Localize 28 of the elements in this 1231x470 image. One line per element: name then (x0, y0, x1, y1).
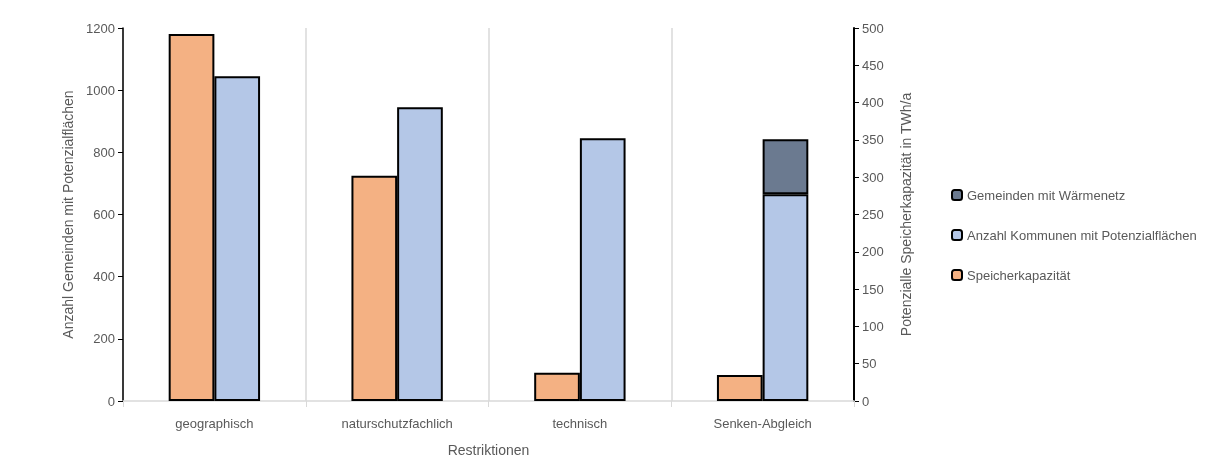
y2-tick-label: 150 (862, 281, 884, 297)
y-tick-label: 600 (93, 207, 115, 222)
y2-tick-label: 500 (862, 20, 884, 36)
y2-tick-label: 200 (862, 244, 884, 260)
y2-tick-label: 300 (862, 169, 884, 185)
y2-tick-label: 100 (862, 318, 884, 334)
legend-label: Speicherkapazität (967, 267, 1071, 283)
y2-tick-label: 450 (862, 57, 884, 73)
y2-tick-label: 350 (862, 132, 884, 148)
x-tick-label: Senken-Abgleich (713, 416, 812, 431)
x-tick-label: naturschutzfachlich (341, 416, 453, 431)
y2-tick-label: 250 (862, 207, 884, 222)
y-axis-title: Anzahl Gemeinden mit Potenzialflächen (60, 90, 77, 339)
y2-tick-label: 0 (862, 393, 870, 409)
y-tick-label: 1000 (86, 82, 115, 98)
y2-axis-title: Potenzialle Speicherkapazität in TWh/a (898, 92, 914, 337)
y-tick-label: 0 (107, 393, 115, 409)
x-tick-label: geographisch (175, 416, 254, 431)
x-tick-label: technisch (552, 416, 608, 431)
x-axis-title: Restriktionen (447, 442, 530, 458)
y-tick-label: 400 (93, 269, 115, 285)
y-tick-label: 200 (93, 331, 115, 347)
y-tick-label: 1200 (86, 20, 115, 36)
y2-tick-label: 50 (862, 356, 877, 372)
legend-label: Gemeinden mit Wärmenetz (967, 187, 1126, 203)
y-tick-label: 800 (93, 144, 115, 160)
legend-label: Anzahl Kommunen mit Potenzialflächen (967, 227, 1197, 243)
y2-tick-label: 400 (862, 95, 884, 111)
